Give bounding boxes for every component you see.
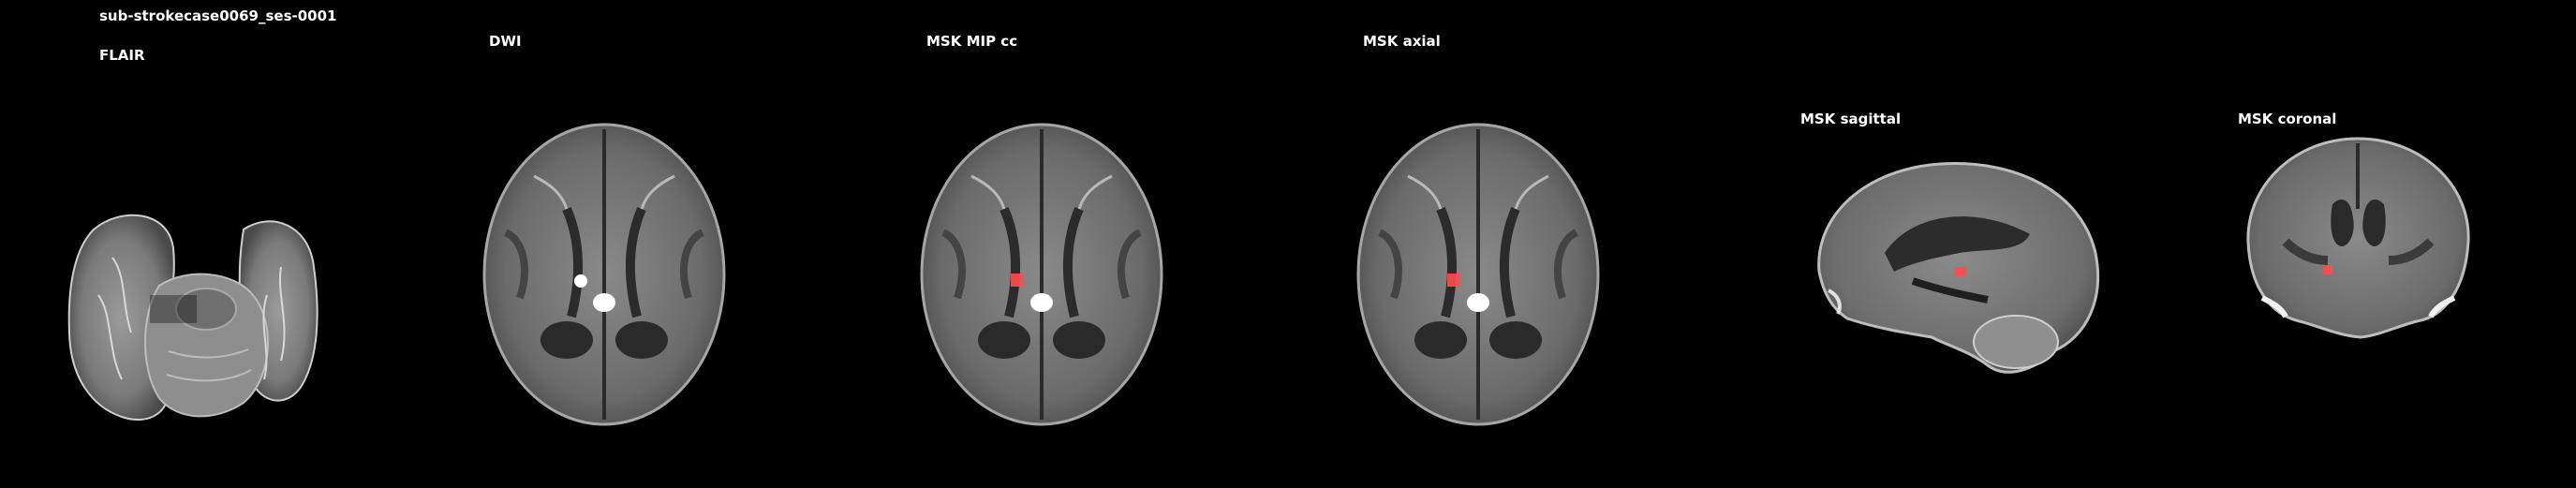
lesion-mask-mip bbox=[1011, 274, 1024, 287]
panel-label-msk-sagittal: MSK sagittal bbox=[1800, 111, 1902, 127]
msk-coronal-image bbox=[2229, 129, 2487, 349]
msk-axial-image bbox=[1352, 120, 1605, 429]
panel-label-flair: FLAIR bbox=[99, 47, 145, 64]
panel-label-msk-mip: MSK MIP cc bbox=[926, 33, 1018, 50]
panel-label-msk-axial: MSK axial bbox=[1363, 33, 1441, 50]
panel-label-dwi: DWI bbox=[489, 33, 522, 50]
flair-image bbox=[56, 192, 337, 436]
lesion-mask-coronal bbox=[2323, 265, 2332, 274]
lesion-mask-sagittal bbox=[1955, 267, 1966, 276]
panel-label-msk-coronal: MSK coronal bbox=[2238, 111, 2337, 127]
lesion-mask-axial bbox=[1447, 274, 1460, 287]
subject-title: sub-strokecase0069_ses-0001 bbox=[99, 7, 337, 24]
msk-mip-image bbox=[915, 120, 1168, 429]
msk-sagittal-image bbox=[1800, 140, 2110, 384]
dwi-image bbox=[478, 120, 731, 429]
